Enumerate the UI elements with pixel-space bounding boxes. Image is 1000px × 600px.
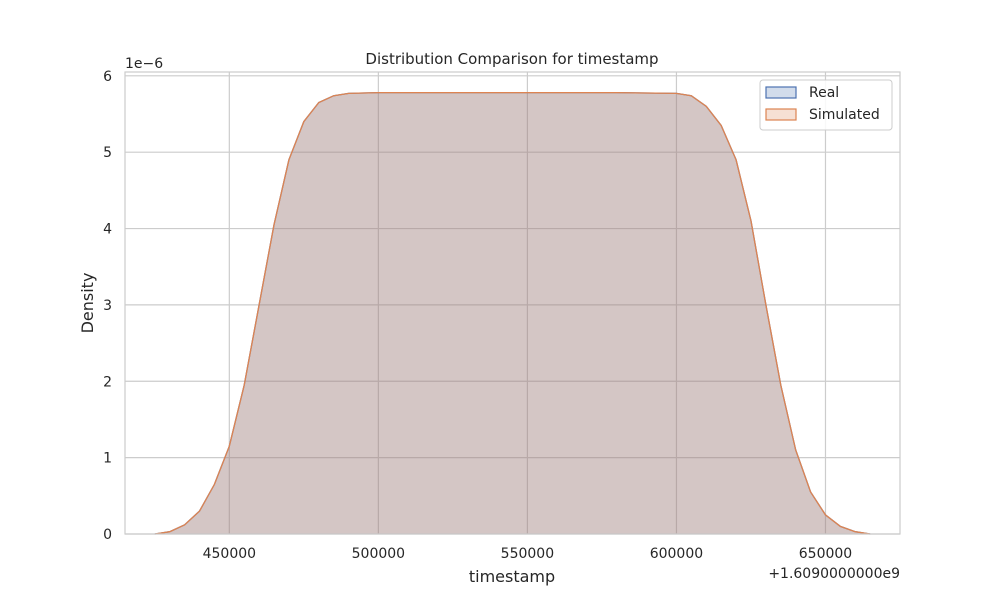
y-tick-label: 6	[103, 69, 112, 85]
y-tick-label: 3	[103, 298, 112, 314]
x-tick-label: 600000	[650, 546, 703, 562]
chart-title: Distribution Comparison for timestamp	[365, 50, 658, 68]
legend: Real Simulated	[759, 79, 893, 131]
y-tick-label: 0	[103, 527, 112, 543]
y-tick-label: 5	[103, 145, 112, 161]
y-axis-label: Density	[78, 273, 97, 334]
plot-frame	[124, 71, 901, 535]
legend-label-simulated: Simulated	[809, 107, 880, 123]
series-layer	[154, 91, 871, 535]
legend-swatch-real	[765, 86, 797, 99]
x-tick-label: 450000	[203, 546, 256, 562]
legend-swatch-simulated	[765, 108, 797, 121]
y-tick-label: 4	[103, 222, 112, 238]
x-tick-label: 500000	[352, 546, 405, 562]
legend-box	[759, 79, 893, 131]
x-tick-label: 550000	[501, 546, 554, 562]
x-offset-label: +1.6090000000e9	[768, 566, 900, 582]
y-tick-labels: 0 1 2 3 4 5 6	[103, 69, 112, 543]
legend-label-real: Real	[809, 85, 839, 101]
y-tick-label: 1	[103, 451, 112, 467]
x-tick-label: 650000	[799, 546, 852, 562]
y-scale-label: 1e−6	[125, 56, 163, 72]
y-tick-label: 2	[103, 374, 112, 390]
x-axis-label: timestamp	[469, 567, 555, 586]
density-line-simulated	[154, 91, 871, 535]
x-tick-labels: 450000 500000 550000 600000 650000	[203, 546, 853, 562]
density-area-real	[154, 92, 871, 534]
density-area-simulated	[154, 92, 871, 534]
